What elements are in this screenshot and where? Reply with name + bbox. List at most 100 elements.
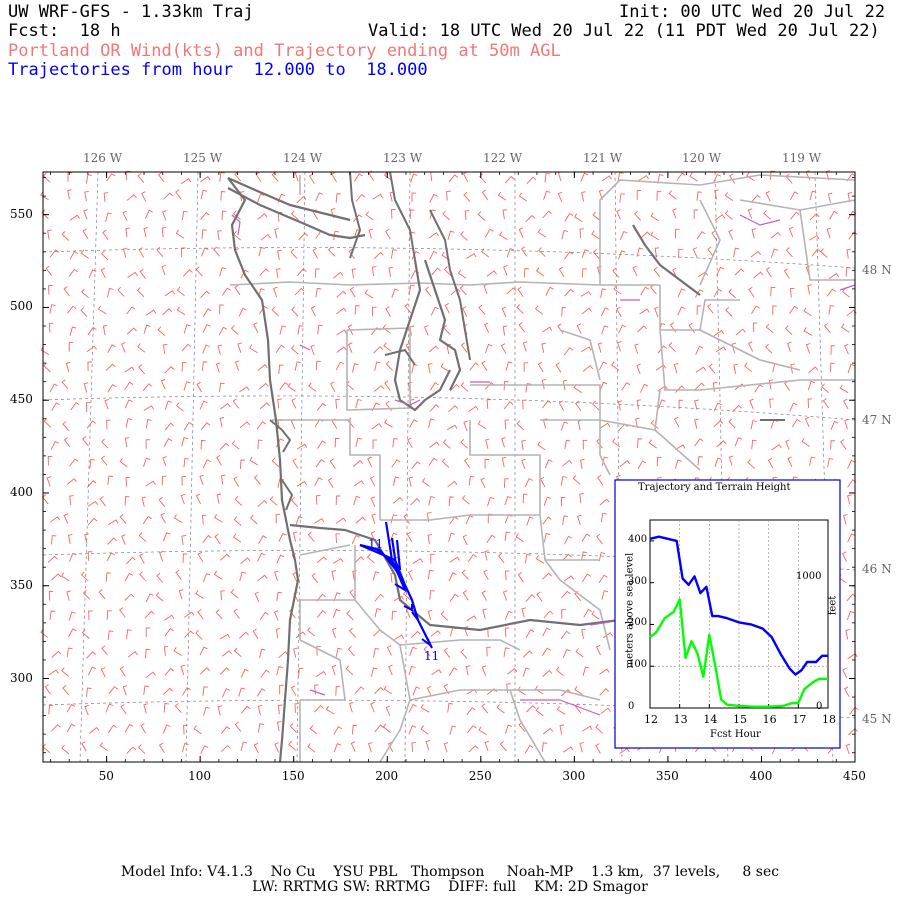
wind-barb: [175, 189, 182, 200]
water-boundary: [309, 689, 326, 696]
wind-barb: [332, 608, 341, 618]
wind-barb: [310, 305, 316, 317]
wind-barb: [70, 401, 80, 411]
wind-barb: [541, 742, 548, 752]
wind-barb: [383, 342, 392, 352]
wind-barb: [82, 436, 89, 447]
wind-barb: [848, 231, 858, 240]
wind-barb: [461, 569, 469, 580]
wind-barb: [220, 725, 231, 735]
wind-barb: [844, 343, 849, 355]
wind-barb: [555, 362, 562, 373]
wind-barb: [275, 628, 281, 639]
wind-barb: [43, 417, 52, 428]
wind-barb: [612, 438, 621, 448]
wind-barb: [563, 575, 574, 582]
wind-barb: [256, 421, 267, 430]
wind-barb: [640, 286, 650, 296]
wind-barb: [499, 231, 508, 240]
wind-barb: [768, 379, 774, 390]
wind-barb: [393, 595, 404, 602]
wind-barb: [144, 610, 155, 619]
wind-barb: [557, 171, 563, 182]
wind-barb: [503, 265, 508, 276]
wind-barb: [101, 438, 109, 449]
wind-barb: [87, 500, 99, 507]
wind-barb: [87, 517, 98, 526]
wind-barb: [69, 552, 77, 563]
wind-barb: [763, 209, 771, 220]
wind-barb: [749, 398, 754, 410]
wind-barb: [656, 456, 662, 467]
wind-barb: [162, 308, 173, 316]
wind-barb: [420, 703, 430, 713]
wind-barb: [574, 703, 582, 714]
wind-barb: [333, 592, 341, 602]
wind-barb: [296, 443, 308, 450]
wind-barb: [68, 342, 74, 352]
wind-barb: [468, 745, 479, 753]
wind-barb: [219, 267, 227, 277]
wind-barb: [619, 231, 628, 240]
wind-barb: [138, 532, 147, 542]
latitude-line: [42, 699, 856, 719]
init-time: Init: 00 UTC Wed 20 Jul 22: [619, 2, 886, 22]
wind-barb: [145, 671, 156, 679]
wind-barb: [292, 571, 298, 583]
wind-barb: [260, 233, 271, 241]
wind-barb: [80, 249, 89, 259]
wind-barb: [351, 535, 360, 544]
columbia-river: [289, 523, 621, 632]
wind-barb: [274, 228, 279, 239]
wind-barb: [620, 460, 631, 467]
wind-barb: [695, 289, 704, 298]
wind-barb: [580, 551, 588, 561]
wind-barb: [827, 457, 834, 468]
wind-barb: [333, 271, 344, 279]
latitude-label: 48 N: [862, 263, 892, 277]
wind-barb: [612, 267, 620, 278]
wind-barb: [309, 725, 318, 735]
wind-barb: [392, 437, 398, 448]
wind-barb: [409, 419, 418, 428]
y-tick-label: 450: [10, 392, 33, 407]
wind-barb: [142, 383, 153, 392]
wind-barb: [232, 210, 241, 220]
wind-barb: [200, 189, 208, 200]
wind-barb: [181, 535, 186, 546]
wind-barb: [346, 610, 354, 621]
wind-barb: [443, 742, 449, 753]
water-boundary: [839, 284, 856, 291]
wind-barb: [234, 495, 242, 506]
wind-barb: [317, 440, 327, 449]
wind-barb: [276, 721, 282, 732]
wind-barb: [713, 288, 723, 298]
wind-barb: [183, 458, 189, 468]
wind-barb: [408, 284, 415, 295]
wind-barb: [257, 723, 264, 733]
y-tick-label: 550: [10, 206, 33, 221]
model-info-line-1: Model Info: V4.1.3 No Cu YSU PBL Thompso…: [120, 864, 780, 880]
wind-barb: [516, 420, 525, 431]
wind-barb: [374, 608, 382, 618]
wind-barb: [203, 308, 212, 317]
wind-barb: [259, 648, 266, 659]
wind-barb: [421, 477, 431, 487]
willapa-bay: [281, 479, 293, 511]
wind-barb: [732, 404, 742, 413]
wind-barb: [45, 265, 53, 276]
wind-barb: [308, 382, 317, 392]
wind-barb: [688, 322, 695, 333]
wind-barb: [790, 191, 799, 201]
wind-barb: [557, 191, 563, 203]
wind-barb: [105, 212, 112, 222]
wind-barb: [327, 477, 334, 489]
wind-barb: [598, 574, 608, 583]
wind-barb: [692, 247, 698, 258]
wind-barb: [258, 246, 266, 257]
wind-barb: [69, 495, 74, 506]
wind-barb: [384, 418, 393, 428]
wind-barb: [619, 747, 630, 754]
wind-barb: [650, 212, 659, 222]
